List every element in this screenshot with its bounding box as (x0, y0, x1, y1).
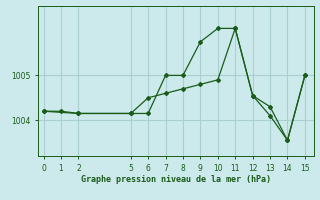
X-axis label: Graphe pression niveau de la mer (hPa): Graphe pression niveau de la mer (hPa) (81, 175, 271, 184)
